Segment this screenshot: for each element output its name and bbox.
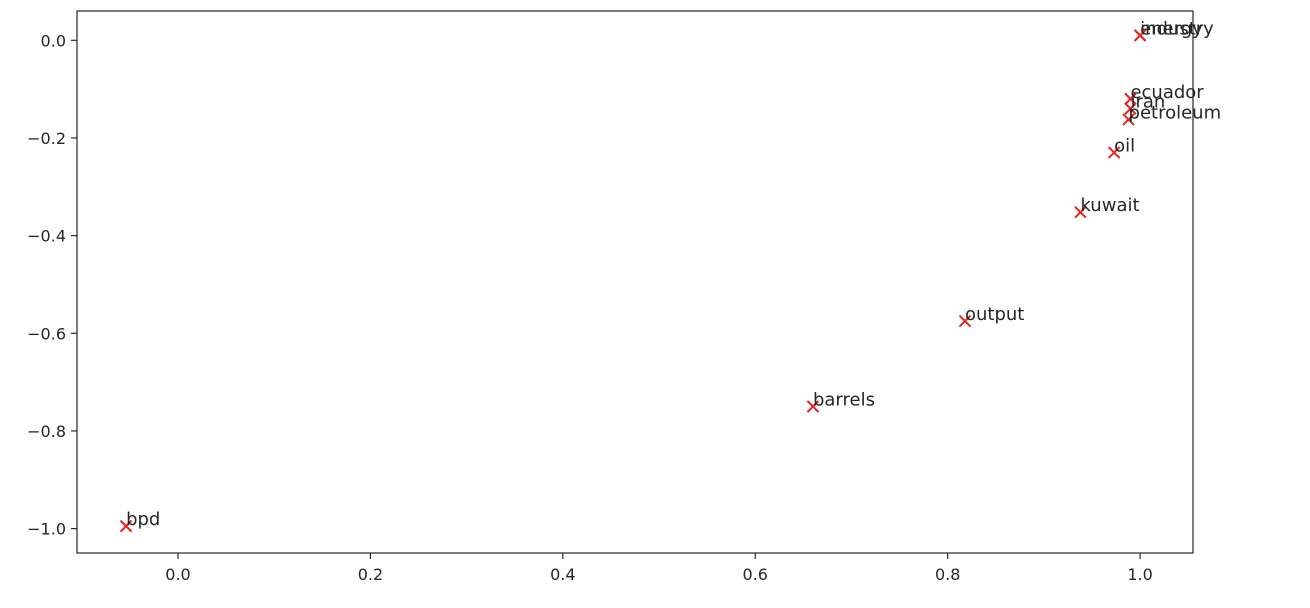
y-tick-label: −0.4 bbox=[27, 227, 66, 246]
data-point-output: output bbox=[958, 304, 1024, 328]
x-tick-label: 0.6 bbox=[743, 565, 768, 584]
y-tick-label: −1.0 bbox=[27, 520, 66, 539]
x-tick-label: 0.8 bbox=[935, 565, 960, 584]
data-point-barrels: barrels bbox=[806, 390, 875, 413]
x-marker bbox=[806, 400, 820, 413]
x-marker bbox=[1124, 92, 1137, 106]
point-label: oil bbox=[1114, 136, 1135, 157]
x-tick-label: 0.4 bbox=[550, 565, 575, 584]
x-marker bbox=[119, 519, 133, 533]
point-label: bpd bbox=[126, 509, 160, 530]
x-marker bbox=[1107, 146, 1121, 159]
x-tick-label: 0.2 bbox=[358, 565, 383, 584]
y-tick-label: −0.6 bbox=[27, 324, 66, 343]
data-point-kuwait: kuwait bbox=[1074, 195, 1140, 219]
x-marker bbox=[1133, 29, 1147, 42]
x-tick-label: 1.0 bbox=[1127, 565, 1152, 584]
data-point-bpd: bpd bbox=[119, 509, 160, 533]
data-point-ecuador: ecuador bbox=[1124, 82, 1204, 106]
x-marker bbox=[1122, 113, 1135, 126]
x-marker bbox=[958, 314, 972, 328]
x-marker bbox=[1124, 102, 1137, 115]
y-axis-ticks: 0.0 −0.2 −0.4 −0.6 −0.8 −1.0 bbox=[27, 31, 77, 539]
data-point-petroleum: petroleum bbox=[1122, 102, 1222, 126]
data-point-oil: oil bbox=[1107, 136, 1135, 159]
y-tick-label: −0.8 bbox=[27, 422, 66, 441]
point-label: petroleum bbox=[1129, 102, 1222, 123]
point-label: output bbox=[965, 304, 1024, 325]
y-tick-label: −0.2 bbox=[27, 129, 66, 148]
data-point-iran: iran bbox=[1124, 92, 1165, 115]
point-label: iran bbox=[1130, 92, 1165, 113]
x-marker bbox=[1074, 205, 1087, 219]
point-label: barrels bbox=[813, 390, 875, 411]
point-label: ecuador bbox=[1130, 82, 1204, 103]
y-tick-label: 0.0 bbox=[41, 31, 66, 50]
point-label: kuwait bbox=[1080, 195, 1139, 216]
data-point-energy: energy bbox=[1133, 18, 1203, 42]
point-label: industry bbox=[1140, 18, 1214, 39]
x-tick-label: 0.0 bbox=[165, 565, 190, 584]
point-label: energy bbox=[1140, 18, 1203, 39]
x-axis-ticks: 0.0 0.2 0.4 0.6 0.8 1.0 bbox=[165, 553, 1153, 584]
axes-frame bbox=[76, 10, 1194, 554]
